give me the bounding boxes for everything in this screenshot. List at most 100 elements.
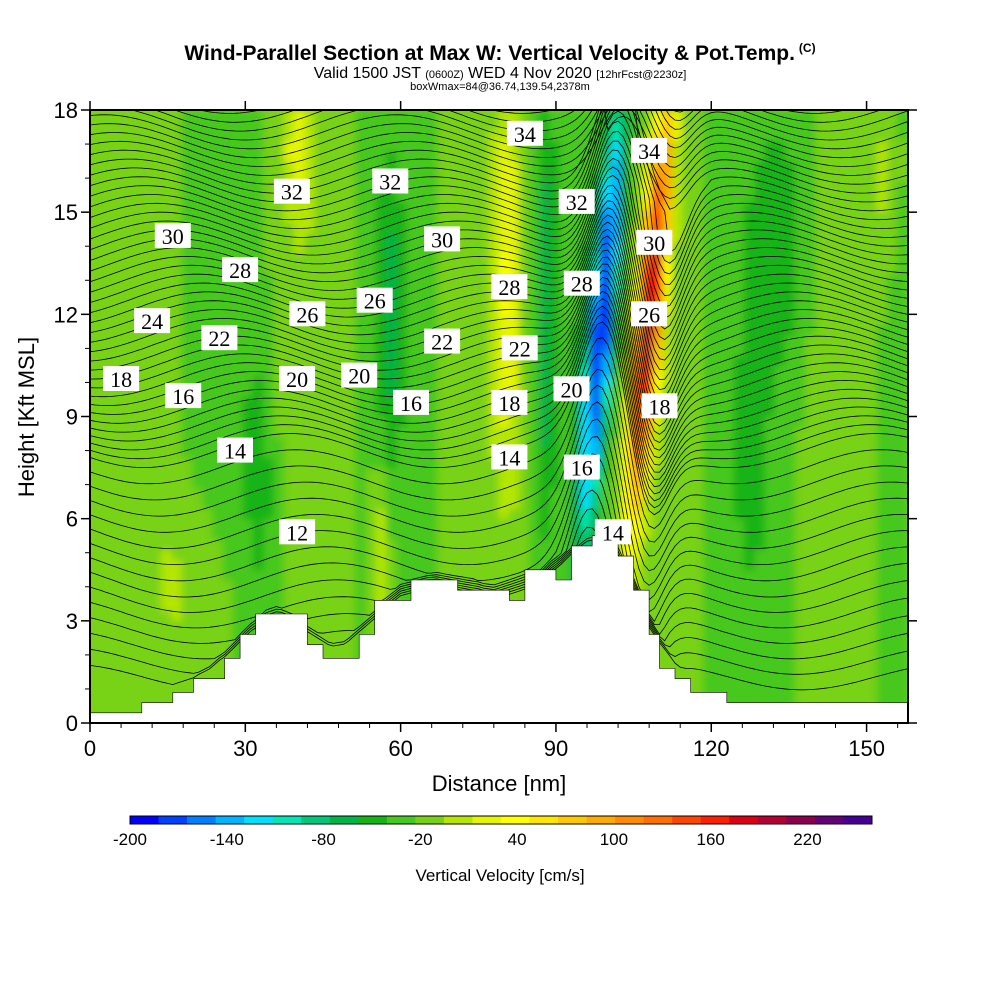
colorbar-tick-label: 160 (697, 830, 725, 849)
colorbar-swatch (215, 816, 245, 824)
contour-label: 12 (279, 519, 316, 545)
contour-label-value: 28 (498, 275, 520, 300)
contour-label-value: 22 (509, 336, 531, 361)
contour-label-value: 30 (431, 227, 453, 252)
contour-label-value: 22 (208, 326, 230, 351)
contour-label: 16 (563, 454, 600, 481)
colorbar-swatch (786, 816, 816, 824)
title-block: Wind-Parallel Section at Max W: Vertical… (0, 36, 1000, 93)
colorbar-swatch (814, 816, 844, 824)
contour-label: 26 (356, 287, 393, 314)
contour-label-value: 14 (602, 520, 624, 545)
colorbar-swatch (672, 816, 702, 824)
contour-label-value: 18 (649, 394, 671, 419)
colorbar-tick-label: 100 (600, 830, 628, 849)
contour-label-value: 22 (431, 330, 453, 355)
contour-label: 30 (424, 226, 461, 252)
contour-label-value: 12 (286, 520, 308, 545)
colorbar-tick-label: -200 (113, 830, 147, 849)
contour-label-value: 26 (638, 302, 660, 327)
contour-label: 18 (491, 389, 528, 416)
contour-label: 30 (154, 223, 191, 249)
contour-label: 20 (553, 376, 590, 402)
y-tick-label: 18 (54, 98, 78, 123)
colorbar-swatch (558, 816, 588, 824)
contour-label-value: 18 (498, 391, 520, 416)
colorbar-swatch (358, 816, 388, 824)
contour-label-value: 30 (643, 231, 665, 256)
contour-label: 16 (165, 383, 202, 409)
contour-label: 34 (631, 137, 668, 164)
contour-label: 14 (594, 519, 631, 545)
colorbar-swatch (472, 816, 502, 824)
contour-label: 16 (393, 389, 429, 416)
x-tick-label: 120 (693, 736, 730, 761)
y-axis-title: Height [Kft MSL] (14, 337, 39, 497)
contour-label: 20 (341, 362, 378, 389)
contour-label-value: 14 (498, 445, 520, 470)
box-info: boxWmax=84@36.74,139.54,2378m (410, 81, 590, 93)
contour-label-value: 18 (110, 367, 132, 392)
colorbar-swatch (757, 816, 787, 824)
valid-date: WED 4 Nov 2020 (468, 65, 592, 82)
contour-label-value: 26 (296, 302, 318, 327)
contour-label: 34 (506, 120, 543, 147)
colorbar-swatch (415, 816, 445, 824)
contour-label-value: 34 (638, 139, 660, 164)
contour-label-value: 26 (364, 289, 386, 314)
forecast-info: [12hrFcst@2230z] (596, 69, 687, 81)
colorbar-swatch (329, 816, 359, 824)
colorbar-swatch (615, 816, 645, 824)
colorbar-tick-label: -80 (311, 830, 336, 849)
contour-label-value: 28 (229, 258, 251, 283)
contour-label-value: 20 (561, 377, 583, 402)
contour-label-value: 16 (571, 456, 593, 481)
colorbar-tick-label: 40 (508, 830, 527, 849)
chart-title: Wind-Parallel Section at Max W: Vertical… (0, 36, 1000, 66)
contour-label: 14 (217, 437, 253, 464)
contour-label: 32 (558, 188, 595, 215)
contour-label: 28 (563, 270, 600, 297)
x-axis-title: Distance [nm] (432, 771, 567, 796)
copyright-mark: (C) (798, 41, 816, 55)
contour-label-value: 34 (514, 122, 536, 147)
contour-label: 30 (636, 229, 673, 256)
contour-label-value: 16 (400, 391, 422, 416)
colorbar-swatch (130, 816, 159, 824)
contour-label: 22 (201, 325, 238, 351)
colorbar-tick-label: 220 (793, 830, 821, 849)
colorbar-swatch (643, 816, 673, 824)
x-tick-label: 150 (848, 736, 885, 761)
chart-title-text: Wind-Parallel Section at Max W: Vertical… (184, 42, 795, 65)
colorbar-tick-label: -140 (210, 830, 244, 849)
y-tick-label: 9 (66, 405, 78, 430)
colorbar-swatch (586, 816, 616, 824)
colorbar-swatch (386, 816, 416, 824)
contour-label-value: 24 (141, 309, 163, 334)
contour-label-value: 32 (281, 180, 303, 205)
colorbar-swatch (729, 816, 759, 824)
x-tick-label: 90 (544, 736, 568, 761)
contour-label: 24 (134, 308, 171, 334)
colorbar-tick-label: -20 (408, 830, 433, 849)
valid-time: Valid 1500 JST (313, 65, 421, 82)
contour-label: 14 (491, 444, 528, 470)
contour-label: 18 (103, 366, 140, 392)
contour-label-value: 20 (348, 364, 370, 389)
colorbar-swatch (529, 816, 559, 824)
colorbar-swatch (501, 816, 530, 824)
terrain-profile (89, 535, 909, 724)
colorbar-swatch (443, 816, 473, 824)
valid-utc: (0600Z) (425, 69, 464, 81)
contour-label: 26 (289, 301, 326, 327)
colorbar: -200 -140 -80 -20 40 100 160 220 (113, 815, 873, 849)
contour-label-value: 32 (379, 170, 401, 195)
y-tick-label: 12 (54, 302, 78, 327)
y-axis: 0 3 6 9 12 15 18 (54, 98, 917, 736)
contour-label: 26 (631, 301, 668, 327)
x-axis: 0 30 60 90 120 150 (84, 101, 899, 761)
y-tick-label: 3 (66, 609, 78, 634)
contour-label-value: 30 (162, 224, 184, 249)
colorbar-title: Vertical Velocity [cm/s] (415, 866, 584, 885)
